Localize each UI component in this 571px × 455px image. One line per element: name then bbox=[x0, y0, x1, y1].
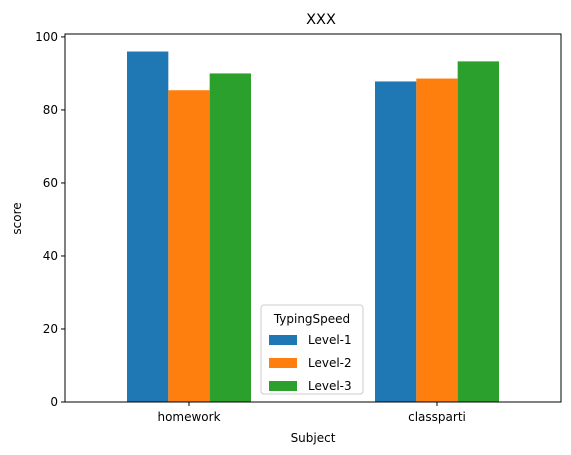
y-tick-label: 60 bbox=[43, 176, 58, 190]
y-tick-label: 20 bbox=[43, 322, 58, 336]
legend-entry: Level-2 bbox=[308, 356, 352, 370]
chart-title: XXX bbox=[306, 12, 336, 28]
legend-entry: Level-1 bbox=[308, 333, 352, 347]
x-tick-label: homework bbox=[157, 410, 220, 424]
y-tick-label: 40 bbox=[43, 249, 58, 263]
bar bbox=[416, 79, 457, 402]
legend-swatch bbox=[269, 358, 297, 368]
y-tick-label: 100 bbox=[35, 30, 58, 44]
y-tick-label: 0 bbox=[50, 395, 58, 409]
legend: TypingSpeed Level-1 Level-2 Level-3 bbox=[261, 305, 363, 394]
y-axis-label: score bbox=[10, 202, 24, 234]
bar bbox=[458, 61, 499, 402]
x-axis-label: Subject bbox=[291, 431, 336, 445]
legend-title: TypingSpeed bbox=[273, 312, 350, 326]
y-tick-label: 80 bbox=[43, 103, 58, 117]
legend-swatch bbox=[269, 335, 297, 345]
bar bbox=[168, 90, 209, 402]
bar bbox=[210, 73, 251, 402]
bar bbox=[375, 81, 416, 402]
legend-swatch bbox=[269, 381, 297, 391]
legend-entry: Level-3 bbox=[308, 379, 352, 393]
bar bbox=[127, 52, 168, 402]
x-tick-label: classparti bbox=[408, 410, 466, 424]
